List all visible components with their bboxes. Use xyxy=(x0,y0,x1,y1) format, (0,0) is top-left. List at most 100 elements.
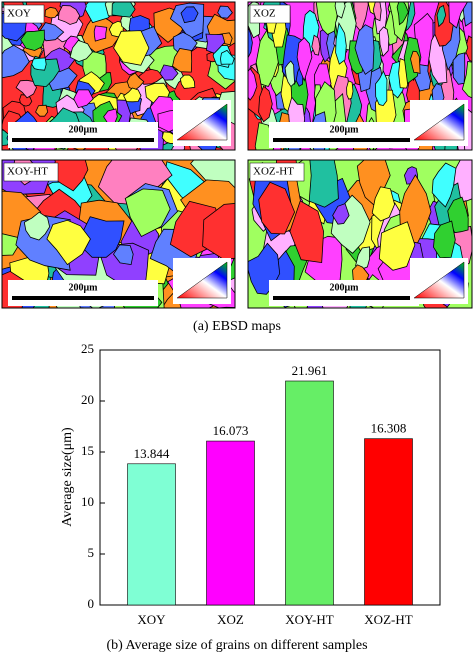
ipf-triangle xyxy=(176,103,228,141)
grain xyxy=(113,30,150,66)
grain xyxy=(73,89,94,109)
ebsd-map xyxy=(2,160,235,308)
map-border xyxy=(247,159,473,309)
grain xyxy=(69,39,93,63)
ebsd-map xyxy=(248,2,472,150)
ipf-triangle xyxy=(176,261,228,299)
grain xyxy=(436,4,447,28)
ebsd-maps: XOY 200μm XOZ 200μm XOY-HT 200μm XOZ-HT 200μm xyxy=(1,1,473,309)
grain xyxy=(353,2,369,33)
grain xyxy=(335,22,347,65)
y-axis-label: Average size(μm) xyxy=(60,427,75,527)
y-tick-label: 0 xyxy=(88,596,95,611)
grain xyxy=(396,2,409,26)
bar xyxy=(364,438,413,606)
label-box xyxy=(3,162,59,182)
grain xyxy=(113,244,134,266)
x-tick-label: XOZ xyxy=(217,612,244,627)
label-box xyxy=(249,4,291,24)
grain xyxy=(346,80,354,100)
grain xyxy=(82,50,107,81)
grain xyxy=(2,44,30,79)
grain xyxy=(205,33,226,54)
grain xyxy=(57,5,81,25)
scale-bar xyxy=(12,296,154,300)
map-border xyxy=(247,1,473,151)
grain xyxy=(372,2,382,22)
grain xyxy=(332,203,350,225)
grain xyxy=(123,87,142,103)
grain xyxy=(23,211,51,241)
scale-box xyxy=(8,122,158,148)
y-tick-label: 10 xyxy=(81,494,94,509)
grain xyxy=(179,74,196,89)
y-tick-label: 15 xyxy=(81,443,94,458)
grain xyxy=(354,24,375,75)
grain xyxy=(217,5,233,19)
grain xyxy=(452,52,466,85)
grain xyxy=(311,34,321,56)
grain xyxy=(378,26,390,58)
x-tick-label: XOY xyxy=(137,612,166,627)
label-box xyxy=(3,4,45,24)
grain xyxy=(334,2,346,19)
map-border xyxy=(1,1,236,151)
grain xyxy=(258,85,273,123)
plot-frame xyxy=(99,349,441,606)
y-tick-label: 25 xyxy=(81,341,94,356)
grain xyxy=(296,37,313,82)
ipf-triangle xyxy=(413,103,465,141)
value-label: 16.308 xyxy=(371,421,407,436)
grain xyxy=(111,2,136,18)
map-label: XOZ-HT xyxy=(253,166,294,178)
y-tick-label: 5 xyxy=(88,545,95,560)
scale-label: 200μm xyxy=(69,124,99,135)
grain xyxy=(308,160,339,208)
grain xyxy=(371,186,396,222)
grain xyxy=(31,57,47,71)
x-tick-label: XOZ-HT xyxy=(364,612,412,627)
grain xyxy=(375,70,388,107)
grain xyxy=(138,68,165,85)
grain xyxy=(44,6,59,19)
value-label: 13.844 xyxy=(134,446,170,461)
map-label: XOZ xyxy=(253,8,276,20)
y-tick-label: 20 xyxy=(81,392,94,407)
grain xyxy=(172,48,193,73)
grain xyxy=(220,49,235,65)
map-label: XOY-HT xyxy=(7,166,48,178)
scale-bar xyxy=(12,138,154,142)
grain xyxy=(431,162,457,208)
map-label: XOY xyxy=(7,8,31,20)
scale-bar xyxy=(273,296,415,300)
bar xyxy=(285,380,334,606)
ipf-triangle xyxy=(413,261,465,299)
map-border xyxy=(1,159,236,309)
label-box xyxy=(249,162,305,182)
bar xyxy=(206,440,255,606)
grain xyxy=(124,188,171,238)
caption-a: (a) EBSD maps xyxy=(193,319,281,334)
grain xyxy=(15,79,37,99)
bar xyxy=(127,463,176,606)
grain xyxy=(289,200,325,264)
scale-bar xyxy=(273,138,415,142)
grain xyxy=(202,203,235,261)
grain xyxy=(46,219,91,266)
grain xyxy=(180,6,199,24)
scale-box xyxy=(8,280,158,306)
grain xyxy=(284,60,296,88)
grain xyxy=(410,50,421,75)
caption-b: (b) Average size of grains on different … xyxy=(106,638,367,653)
grain xyxy=(248,26,253,59)
grain xyxy=(355,246,371,270)
value-label: 16.073 xyxy=(213,423,249,438)
grain xyxy=(126,72,145,91)
grain xyxy=(378,221,416,271)
grain xyxy=(447,196,469,234)
grain xyxy=(315,2,339,35)
scale-label: 200μm xyxy=(69,282,99,293)
grain xyxy=(433,220,456,259)
grain xyxy=(159,64,179,81)
